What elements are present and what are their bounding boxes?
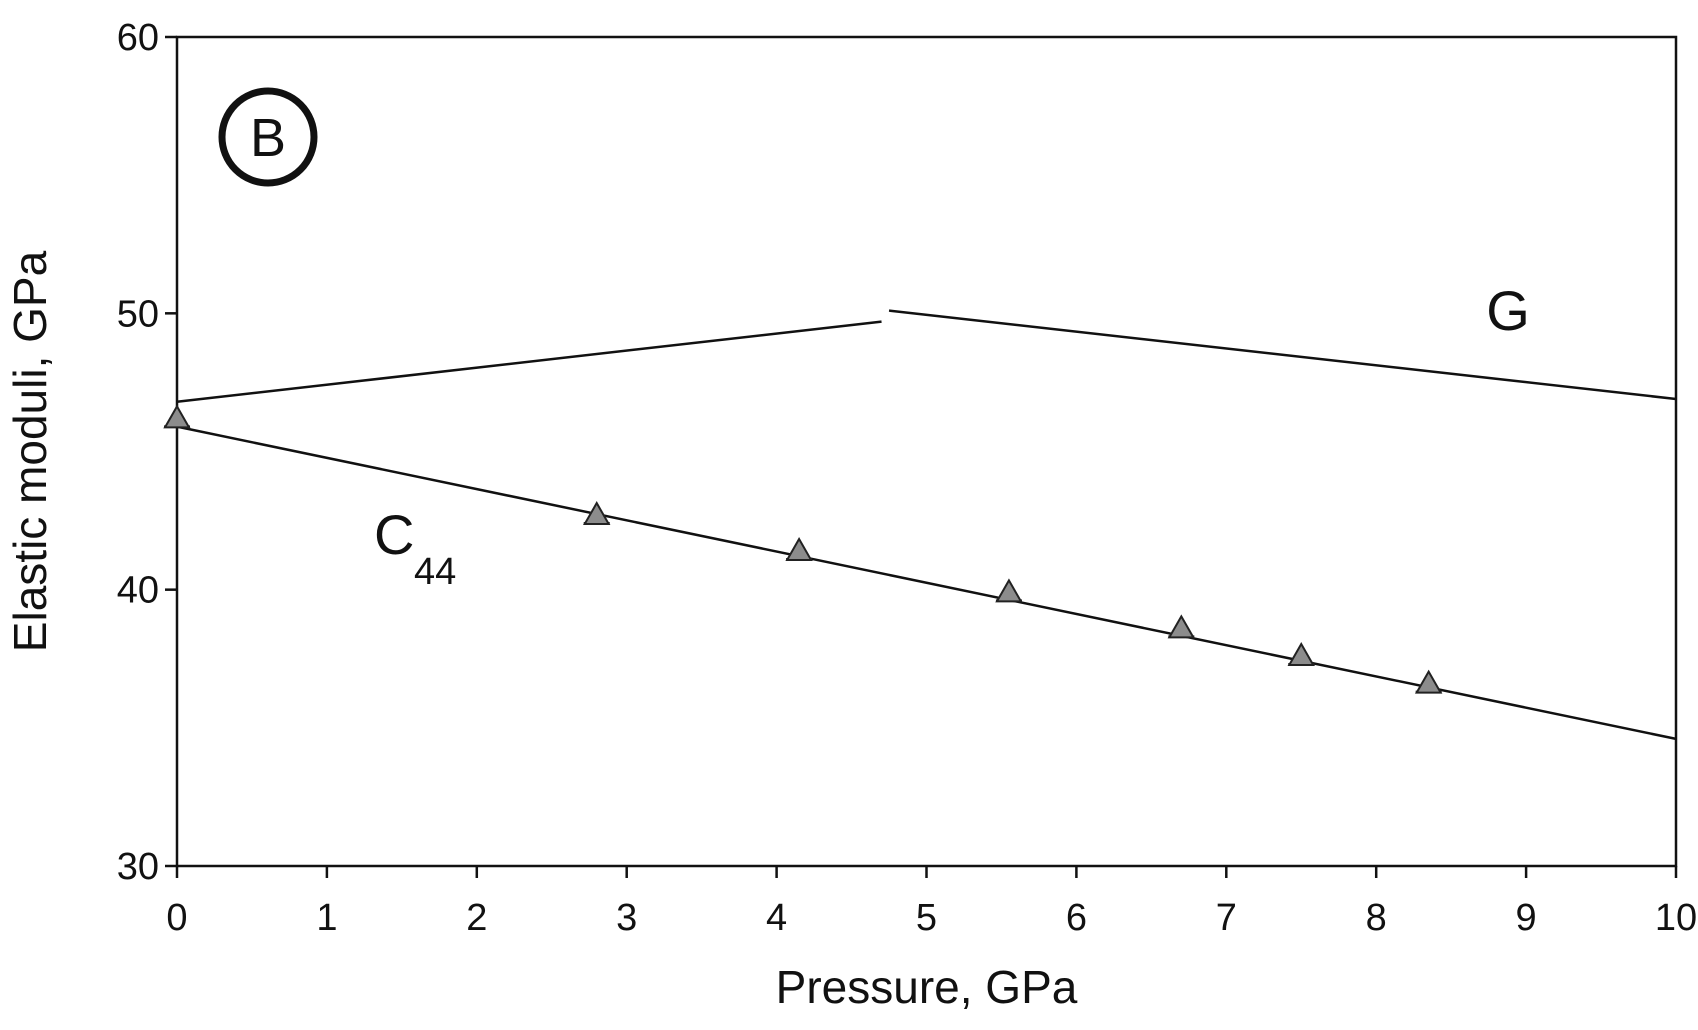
series-label-c44: C bbox=[374, 503, 414, 566]
x-tick-label: 4 bbox=[766, 897, 787, 939]
x-tick-label: 9 bbox=[1516, 897, 1537, 939]
series-g-segment bbox=[176, 320, 882, 404]
x-tick-label: 3 bbox=[616, 897, 637, 939]
plot-frame bbox=[175, 35, 1678, 868]
y-tick-label: 30 bbox=[117, 846, 159, 888]
series-c44-point bbox=[995, 578, 1023, 603]
panel-label-badge: B bbox=[218, 87, 318, 187]
series-c44-line bbox=[176, 425, 1677, 741]
x-axis-title: Pressure, GPa bbox=[776, 961, 1078, 1013]
panel-label-circle bbox=[218, 87, 318, 187]
x-tick-label: 8 bbox=[1366, 897, 1387, 939]
series-c44-point bbox=[1167, 614, 1196, 639]
series-label-c44-subscript: 44 bbox=[414, 551, 456, 593]
series-c44-point bbox=[1287, 641, 1315, 666]
series-label-g: G bbox=[1486, 279, 1530, 342]
x-tick-label: 1 bbox=[316, 897, 337, 939]
x-tick-label: 2 bbox=[466, 897, 487, 939]
x-tick-label: 6 bbox=[1066, 897, 1087, 939]
x-tick-label: 7 bbox=[1216, 897, 1237, 939]
y-tick-label: 50 bbox=[117, 293, 159, 335]
y-tick-label: 40 bbox=[117, 570, 159, 612]
x-tick-label: 10 bbox=[1655, 897, 1697, 939]
y-tick-label: 60 bbox=[117, 17, 159, 59]
y-axis-title: Elastic moduli, GPa bbox=[4, 250, 56, 652]
x-tick-label: 5 bbox=[916, 897, 937, 939]
series-label-c44-main: C bbox=[374, 503, 414, 566]
series-c44-point bbox=[785, 536, 813, 561]
y-axis-ticks: 30 40 50 60 bbox=[117, 17, 177, 888]
x-axis-ticks: 0 1 2 3 4 5 6 7 8 9 10 bbox=[166, 866, 1697, 939]
series-layer bbox=[163, 309, 1677, 741]
panel-label-letter: B bbox=[250, 108, 286, 168]
series-c44-point bbox=[582, 501, 611, 526]
series-g-segment bbox=[888, 309, 1677, 401]
series-c44-point bbox=[163, 404, 191, 429]
series-c44-point bbox=[1414, 669, 1443, 694]
x-tick-label: 0 bbox=[166, 897, 187, 939]
